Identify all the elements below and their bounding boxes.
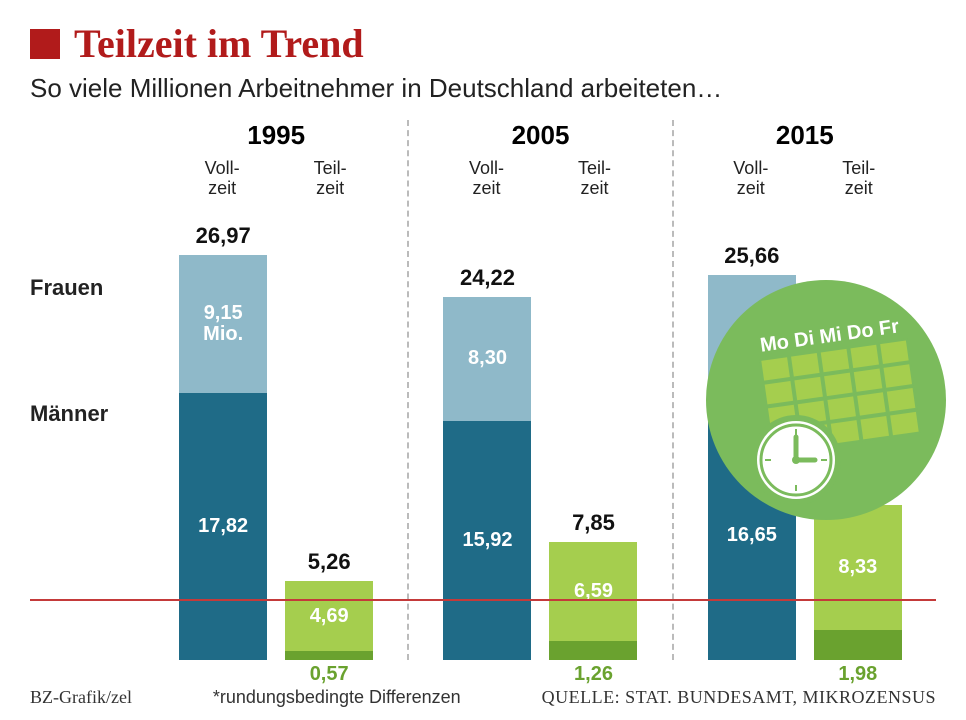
column-headers: Voll-zeit Teil-zeit	[145, 159, 407, 199]
header-teilzeit: Teil-zeit	[819, 159, 899, 199]
legend: Frauen Männer	[30, 275, 140, 427]
segment-frauen: 4,69	[285, 581, 373, 651]
year-panel: 2005 Voll-zeit Teil-zeit 24,22 8,30 15,92 7,85…	[409, 120, 673, 660]
segment-maenner-label: 1,26	[549, 663, 637, 686]
year-panel: 1995 Voll-zeit Teil-zeit 26,97 9,15 Mio. 17,8…	[145, 120, 409, 660]
footer: BZ-Grafik/zel *rundungsbedingte Differen…	[30, 687, 936, 708]
header-teilzeit: Teil-zeit	[290, 159, 370, 199]
decorative-circle: Mo Di Mi Do Fr	[706, 280, 946, 520]
header: Teilzeit im Trend So viele Millionen Arb…	[0, 0, 966, 114]
legend-maenner: Männer	[30, 401, 140, 427]
header-vollzeit: Voll-zeit	[446, 159, 526, 199]
title-row: Teilzeit im Trend	[30, 20, 936, 67]
title-square-icon	[30, 29, 60, 59]
calendar-clock-icon: Mo Di Mi Do Fr	[706, 280, 946, 520]
header-teilzeit: Teil-zeit	[554, 159, 634, 199]
segment-maenner: 15,92	[443, 421, 531, 660]
segment-frauen: 9,15 Mio.	[179, 255, 267, 392]
header-vollzeit: Voll-zeit	[182, 159, 262, 199]
bar-total-label: 26,97	[179, 223, 267, 249]
bar-total-label: 7,85	[549, 510, 637, 536]
legend-frauen: Frauen	[30, 275, 140, 301]
segment-maenner: 1,26	[549, 641, 637, 660]
segment-frauen: 6,59	[549, 542, 637, 641]
segment-maenner-label: 17,82	[198, 516, 248, 537]
column-headers: Voll-zeit Teil-zeit	[409, 159, 671, 199]
segment-frauen: 8,33	[814, 505, 902, 630]
vollzeit-bar: 24,228,3015,92	[443, 297, 531, 660]
segment-maenner: 1,98	[814, 630, 902, 660]
column-headers: Voll-zeit Teil-zeit	[674, 159, 936, 199]
year-label: 1995	[145, 120, 407, 151]
segment-frauen-label: 9,15 Mio.	[203, 303, 243, 345]
segment-maenner-label: 1,98	[814, 663, 902, 686]
year-label: 2005	[409, 120, 671, 151]
bar-total-label: 5,26	[285, 549, 373, 575]
bar-total-label: 24,22	[443, 265, 531, 291]
segment-maenner-label: 0,57	[285, 663, 373, 686]
page-title: Teilzeit im Trend	[74, 20, 364, 67]
chart-baseline	[30, 599, 936, 601]
segment-frauen-label: 8,30	[468, 348, 507, 369]
footer-source: QUELLE: STAT. BUNDESAMT, MIKROZENSUS	[542, 687, 936, 708]
segment-frauen: 8,30	[443, 297, 531, 422]
segment-maenner-label: 15,92	[462, 530, 512, 551]
bars-wrap: 24,228,3015,927,856,591,26	[409, 240, 671, 660]
year-label: 2015	[674, 120, 936, 151]
segment-frauen-label: 8,33	[838, 557, 877, 578]
segment-maenner-label: 16,65	[727, 525, 777, 546]
teilzeit-bar: 5,264,690,57	[285, 581, 373, 660]
footer-credit: BZ-Grafik/zel	[30, 687, 132, 708]
chart-area: Frauen Männer 1995 Voll-zeit Teil-zeit 26,9…	[30, 120, 936, 660]
segment-maenner: 17,82	[179, 393, 267, 660]
segment-maenner: 0,57	[285, 651, 373, 660]
teilzeit-bar: 7,856,591,26	[549, 542, 637, 660]
segment-frauen-label: 4,69	[310, 606, 349, 627]
page-subtitle: So viele Millionen Arbeitnehmer in Deuts…	[30, 73, 936, 104]
bar-total-label: 25,66	[708, 243, 796, 269]
footer-note: *rundungsbedingte Differenzen	[213, 687, 461, 708]
bars-wrap: 26,979,15 Mio.17,825,264,690,57	[145, 240, 407, 660]
teilzeit-bar: 10,308,331,98	[814, 505, 902, 660]
header-vollzeit: Voll-zeit	[711, 159, 791, 199]
